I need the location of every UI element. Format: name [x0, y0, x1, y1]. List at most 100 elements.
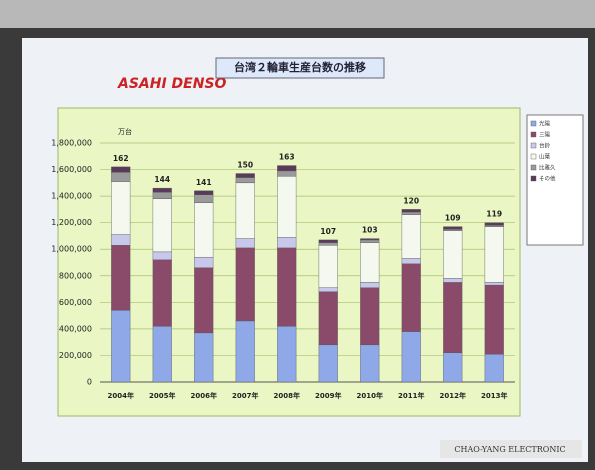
- bar-segment: [402, 259, 421, 264]
- bar-segment: [236, 248, 255, 321]
- bar-segment: [402, 209, 421, 212]
- bar-segment: [319, 243, 338, 246]
- x-tick-label: 2011年: [398, 391, 424, 400]
- y-tick-label: 200,000: [59, 351, 92, 360]
- legend-swatch: [531, 132, 536, 137]
- bar-segment: [485, 223, 504, 226]
- bar-segment: [153, 252, 172, 260]
- chart-title: 台湾２輪車生産台数の推移: [234, 60, 366, 74]
- total-label: 120: [403, 196, 419, 205]
- footer: CHAO-YANG ELECTRONIC: [454, 445, 565, 454]
- bar-segment: [236, 183, 255, 239]
- legend-swatch: [531, 143, 536, 148]
- bar-segment: [402, 215, 421, 259]
- bar-segment: [443, 353, 462, 382]
- bar-segment: [319, 240, 338, 243]
- logo: ASAHI DENSO: [117, 76, 227, 92]
- legend-label: 比雅久: [539, 164, 556, 172]
- bar-segment: [277, 237, 296, 248]
- bar-segment: [360, 239, 379, 240]
- y-tick-label: 1,600,000: [51, 165, 92, 174]
- bar-segment: [360, 288, 379, 345]
- bar-segment: [319, 345, 338, 382]
- legend-swatch: [531, 121, 536, 126]
- bar-segment: [277, 326, 296, 382]
- bar-segment: [360, 282, 379, 287]
- total-label: 119: [486, 210, 502, 219]
- bar-segment: [111, 167, 130, 172]
- y-tick-label: 600,000: [59, 298, 92, 307]
- total-label: 141: [196, 178, 212, 187]
- legend-swatch: [531, 165, 536, 170]
- x-tick-label: 2012年: [440, 391, 466, 400]
- bar-segment: [111, 235, 130, 246]
- y-tick-label: 1,200,000: [51, 218, 92, 227]
- bar-segment: [153, 192, 172, 199]
- y-tick-label: 0: [87, 378, 92, 387]
- y-tick-label: 400,000: [59, 324, 92, 333]
- legend-label: その他: [539, 175, 556, 183]
- bar-segment: [194, 203, 213, 257]
- bar-segment: [443, 278, 462, 282]
- legend-label: 三陽: [539, 131, 551, 139]
- bar-segment: [485, 354, 504, 382]
- total-label: 109: [445, 214, 461, 223]
- bar-segment: [194, 257, 213, 268]
- bar-segment: [319, 288, 338, 292]
- x-tick-label: 2005年: [149, 391, 175, 400]
- x-tick-label: 2007年: [232, 391, 258, 400]
- y-tick-label: 800,000: [59, 271, 92, 280]
- x-tick-label: 2010年: [357, 391, 383, 400]
- bar-segment: [402, 264, 421, 332]
- y-tick-label: 1,400,000: [51, 192, 92, 201]
- legend-swatch: [531, 154, 536, 159]
- y-tick-label: 1,000,000: [51, 245, 92, 254]
- bar-segment: [111, 172, 130, 181]
- bar-segment: [402, 332, 421, 382]
- bar-segment: [443, 282, 462, 352]
- bar-segment: [236, 239, 255, 248]
- bar-segment: [111, 182, 130, 235]
- bar-segment: [402, 212, 421, 215]
- total-label: 150: [237, 161, 253, 170]
- legend-label: 台鈴: [539, 142, 551, 150]
- bar-segment: [194, 268, 213, 333]
- total-label: 163: [279, 153, 295, 162]
- bar-segment: [277, 176, 296, 237]
- ceiling: [0, 0, 595, 28]
- bar-segment: [194, 195, 213, 203]
- legend-label: 光陽: [539, 120, 551, 128]
- x-tick-label: 2013年: [481, 391, 507, 400]
- y-tick-label: 1,800,000: [51, 139, 92, 148]
- bar-segment: [277, 166, 296, 171]
- bar-segment: [485, 285, 504, 354]
- legend-swatch: [531, 176, 536, 181]
- bar-segment: [236, 321, 255, 382]
- legend-label: 山葉: [539, 153, 551, 161]
- bar-segment: [319, 245, 338, 287]
- bar-segment: [319, 292, 338, 345]
- total-label: 162: [113, 154, 129, 163]
- x-tick-label: 2009年: [315, 391, 341, 400]
- bar-segment: [194, 191, 213, 195]
- total-label: 107: [320, 227, 336, 236]
- bar-segment: [277, 248, 296, 326]
- bar-segment: [360, 345, 379, 382]
- bar-segment: [111, 310, 130, 382]
- bar-segment: [111, 245, 130, 310]
- bar-segment: [153, 188, 172, 192]
- y-unit: 万台: [118, 127, 132, 136]
- x-tick-label: 2006年: [191, 391, 217, 400]
- bar-segment: [236, 178, 255, 183]
- total-label: 103: [362, 226, 378, 235]
- bar-segment: [194, 333, 213, 382]
- screenshot: ASAHI DENSO 台湾２輪車生産台数の推移 万台 CHAO-YANG EL…: [0, 0, 595, 470]
- x-tick-label: 2008年: [274, 391, 300, 400]
- bar-segment: [360, 243, 379, 283]
- bar-segment: [485, 227, 504, 283]
- bar-segment: [153, 326, 172, 382]
- bar-segment: [485, 282, 504, 285]
- bar-segment: [360, 240, 379, 243]
- x-tick-label: 2004年: [108, 391, 134, 400]
- bar-segment: [153, 260, 172, 326]
